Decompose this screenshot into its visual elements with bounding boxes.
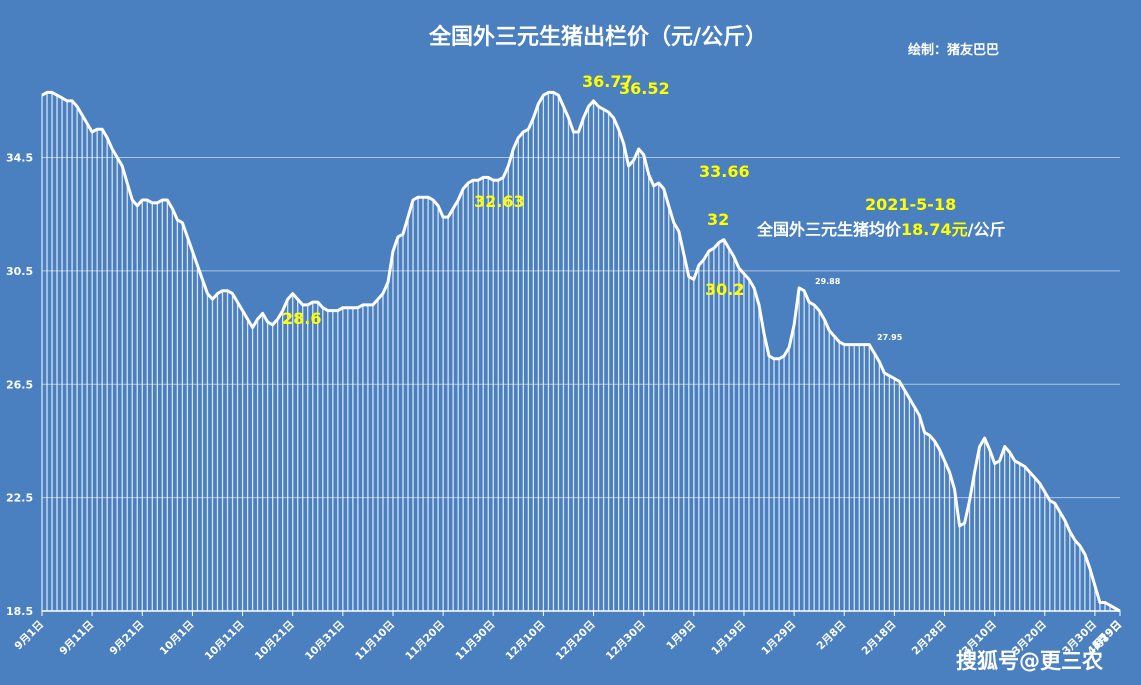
y-tick-label: 22.5 bbox=[6, 492, 33, 505]
series-line bbox=[41, 90, 1121, 613]
average-price-value: 18.74元 bbox=[901, 220, 968, 239]
chart-credit: 绘制：猪友巴巴 bbox=[908, 42, 999, 58]
gridlines bbox=[42, 157, 1120, 612]
chart-title: 全国外三元生猪出栏价（元/公斤） bbox=[428, 24, 767, 50]
annotation-peak-2: 36.52 bbox=[619, 79, 670, 98]
y-axis-ticks: 18.5 22.5 26.5 30.5 34.5 bbox=[6, 152, 33, 618]
y-tick-label: 18.5 bbox=[6, 605, 33, 618]
annotation-date: 2021-5-18 bbox=[865, 195, 956, 214]
y-tick-label: 30.5 bbox=[6, 265, 33, 278]
annotation-32: 32 bbox=[707, 210, 729, 229]
annotation-30-2: 30.2 bbox=[705, 280, 744, 299]
annotations: 36.77 36.52 32.63 33.66 32 30.2 28.6 29.… bbox=[282, 72, 1006, 342]
annotation-27-95: 27.95 bbox=[877, 333, 903, 342]
annotation-32-63: 32.63 bbox=[474, 192, 525, 211]
annotation-29-88: 29.88 bbox=[815, 277, 841, 286]
y-tick-label: 26.5 bbox=[6, 378, 33, 391]
annotation-average-price: 全国外三元生猪均价18.74元/公斤 bbox=[756, 220, 1006, 239]
annotation-peak-1: 36.77 bbox=[582, 72, 633, 91]
annotation-28-6: 28.6 bbox=[282, 309, 321, 328]
y-tick-label: 34.5 bbox=[6, 152, 33, 165]
average-price-suffix: /公斤 bbox=[968, 220, 1006, 239]
average-price-prefix: 全国外三元生猪均价 bbox=[756, 220, 902, 239]
watermark: 搜狐号@更三农 bbox=[956, 649, 1103, 673]
data-bars bbox=[41, 92, 1116, 611]
annotation-33-66: 33.66 bbox=[699, 162, 750, 181]
